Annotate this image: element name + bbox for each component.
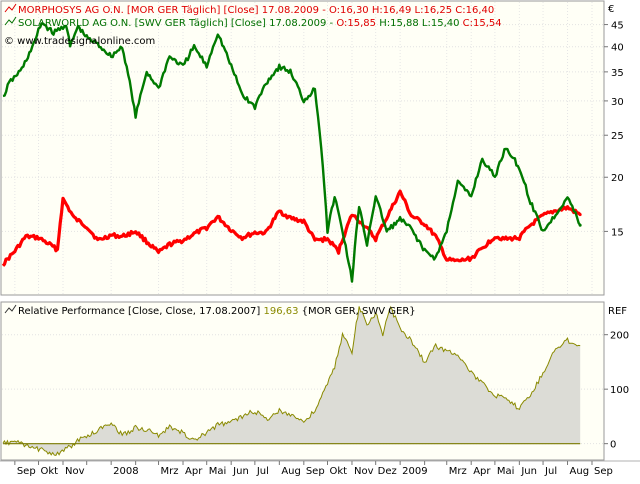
- legend-part: C:15,54: [463, 18, 502, 29]
- legend-part: SOLARWORLD AG O.N. [SWV GER Täglich] [Cl…: [18, 18, 336, 29]
- price-ytick-label: 20: [611, 173, 624, 184]
- legend-part: Relative Performance [Close, Close, 17.0…: [18, 306, 264, 317]
- rel-area-fill: [3, 306, 581, 456]
- x-tick-label: Nov: [354, 466, 374, 477]
- price-series-endpoint: [578, 223, 582, 227]
- x-tick-label: Aug: [281, 466, 301, 477]
- price-series-line: [1, 189, 582, 267]
- price-series-line: [2, 22, 582, 283]
- x-tick-label: Dez: [378, 466, 397, 477]
- x-axis: Sep Okt Nov 2008 Mrz Apr Mai Jun Jul Aug Sep Okt Nov…: [0, 460, 640, 477]
- copyright-text: © www.tradesignalonline.com: [4, 36, 155, 47]
- rel-area-line: [2, 305, 581, 456]
- x-tick-label: Sep: [17, 466, 36, 477]
- x-tick-label: Jul: [256, 466, 269, 477]
- price-ytick-label: 45: [611, 21, 624, 32]
- x-tick-label: 2009: [402, 466, 427, 477]
- x-tick-label: Jun: [232, 466, 249, 477]
- x-tick-label: Aug: [570, 466, 590, 477]
- price-ytick-label: 40: [611, 43, 624, 54]
- price-ytick-label: 30: [611, 97, 624, 108]
- ref-label: REF: [608, 306, 627, 317]
- legend-line-icon: [4, 16, 17, 26]
- x-tick-label: Mai: [209, 466, 227, 477]
- legend-part: H:15,88 L:15,40: [379, 18, 462, 29]
- price-ytick-label: 15: [611, 227, 624, 238]
- x-tick-label: Mai: [497, 466, 515, 477]
- x-tick-label: Jun: [520, 466, 537, 477]
- x-tick-label: Okt: [330, 466, 348, 477]
- legend-part: {MOR GER, SWV GER}: [299, 306, 416, 317]
- x-tick-label: Mrz: [449, 466, 467, 477]
- price-series-endpoint: [578, 213, 582, 217]
- rel-legend-icon: [4, 304, 17, 314]
- price-legend-text: MORPHOSYS AG O.N. [MOR GER Täglich] [Clo…: [18, 5, 494, 16]
- x-tick-label: Jul: [544, 466, 557, 477]
- price-ytick-label: 35: [611, 68, 624, 79]
- x-tick-label: 2008: [113, 466, 138, 477]
- x-tick-label: Okt: [41, 466, 59, 477]
- x-tick-label: Sep: [594, 466, 613, 477]
- x-tick-label: Apr: [185, 466, 203, 477]
- rel-ytick-label: 200: [610, 331, 629, 342]
- legend-line-icon: [4, 3, 17, 13]
- rel-legend-text: Relative Performance [Close, Close, 17.0…: [18, 306, 416, 317]
- x-tick-label: Nov: [65, 466, 85, 477]
- x-tick-label: Apr: [473, 466, 491, 477]
- x-tick-label: Sep: [306, 466, 325, 477]
- legend-part: MORPHOSYS AG O.N. [MOR GER Täglich] [Clo…: [18, 5, 494, 16]
- x-tick-label: Mrz: [161, 466, 179, 477]
- rel-ytick-label: 0: [610, 440, 616, 451]
- legend-part: 196,63: [264, 306, 299, 317]
- price-ytick-label: 25: [611, 131, 624, 142]
- price-legend-text: SOLARWORLD AG O.N. [SWV GER Täglich] [Cl…: [18, 18, 502, 29]
- rel-ytick-label: 100: [610, 385, 629, 396]
- legend-part: O:15,85: [336, 18, 379, 29]
- relative-performance-panel: 0 100 200 REF Relative Performance [Close, C…: [0, 301, 629, 461]
- currency-label: €: [608, 4, 614, 15]
